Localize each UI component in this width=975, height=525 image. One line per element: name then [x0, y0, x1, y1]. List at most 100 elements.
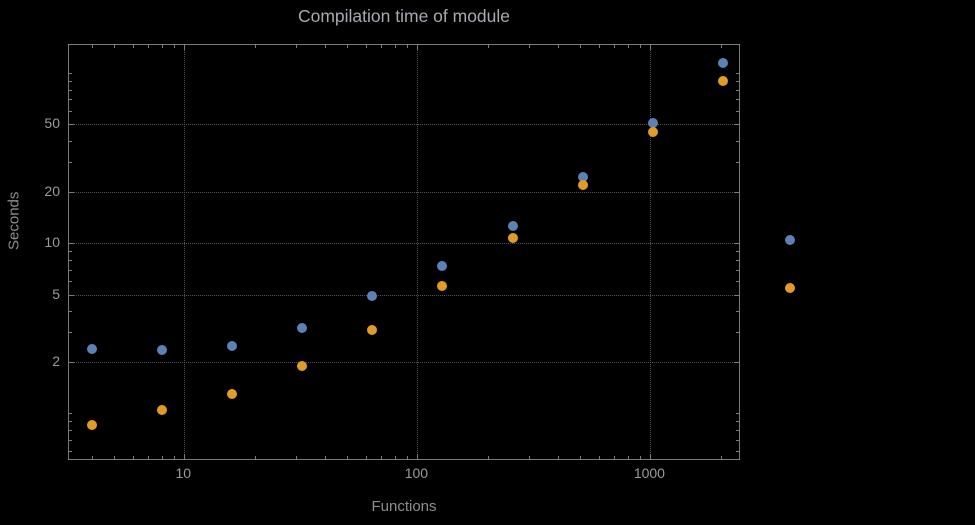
tick-mark: [627, 45, 629, 48]
tick-mark: [734, 192, 739, 193]
tick-mark: [324, 456, 326, 459]
legend: [785, 235, 797, 297]
tick-mark: [736, 99, 739, 101]
y-tick-label: 2: [52, 353, 60, 370]
tick-mark: [69, 281, 72, 282]
data-point-series-2: [647, 127, 658, 137]
tick-mark: [69, 80, 72, 82]
tick-mark: [69, 251, 72, 252]
tick-mark: [598, 45, 600, 48]
x-tick-label: 1000: [633, 465, 665, 481]
tick-mark: [69, 421, 72, 423]
tick-mark: [132, 45, 134, 48]
data-point-series-2: [717, 75, 728, 86]
y-tick-label: 5: [52, 285, 60, 302]
tick-mark: [736, 89, 739, 91]
tick-mark: [69, 269, 72, 271]
tick-mark: [736, 413, 739, 415]
tick-mark: [627, 456, 629, 459]
tick-mark: [720, 456, 722, 459]
tick-mark: [736, 421, 739, 423]
tick-mark: [734, 124, 739, 126]
tick-mark: [487, 456, 489, 459]
tick-mark: [91, 45, 93, 48]
data-point-series-2: [297, 361, 307, 371]
tick-mark: [347, 45, 349, 48]
tick-mark: [736, 110, 739, 112]
tick-mark: [173, 456, 175, 459]
tick-mark: [69, 162, 72, 163]
tick-mark: [394, 456, 396, 459]
tick-mark: [69, 140, 72, 142]
tick-mark: [69, 192, 74, 193]
tick-mark: [736, 259, 739, 261]
data-point-series-1: [507, 220, 518, 231]
data-point-series-2: [86, 419, 97, 430]
tick-mark: [184, 45, 186, 50]
tick-mark: [557, 45, 559, 48]
tick-mark: [639, 45, 641, 48]
tick-mark: [69, 110, 72, 112]
data-point-series-2: [507, 232, 518, 243]
data-point-series-1: [226, 340, 237, 351]
tick-mark: [69, 73, 72, 74]
tick-mark: [528, 456, 530, 459]
x-gridline: [184, 45, 186, 459]
tick-mark: [650, 454, 652, 459]
y-gridline: [69, 294, 739, 296]
data-point-series-2: [367, 324, 378, 335]
x-gridline: [417, 45, 419, 459]
y-tick-label: 50: [44, 115, 60, 132]
data-point-series-1: [86, 343, 97, 354]
x-tick-label: 100: [404, 465, 429, 481]
tick-mark: [69, 413, 72, 415]
tick-mark: [736, 429, 739, 431]
tick-mark: [69, 89, 72, 91]
tick-mark: [69, 99, 72, 101]
tick-mark: [365, 456, 367, 459]
y-gridline: [69, 192, 739, 193]
tick-mark: [736, 140, 739, 142]
tick-mark: [254, 45, 256, 48]
tick-mark: [69, 124, 74, 126]
tick-mark: [557, 456, 559, 459]
tick-mark: [736, 281, 739, 282]
tick-mark: [69, 259, 72, 261]
x-tick-label: 10: [175, 465, 192, 481]
tick-mark: [417, 454, 419, 459]
tick-mark: [69, 451, 72, 453]
tick-mark: [736, 451, 739, 453]
tick-mark: [487, 45, 489, 48]
data-point-series-1: [717, 58, 728, 69]
tick-mark: [736, 80, 739, 82]
tick-mark: [114, 456, 116, 459]
tick-mark: [614, 45, 616, 48]
tick-mark: [580, 45, 582, 48]
tick-mark: [734, 294, 739, 296]
data-point-series-1: [367, 291, 378, 301]
tick-mark: [639, 456, 641, 459]
tick-mark: [736, 73, 739, 74]
tick-mark: [132, 456, 134, 459]
tick-mark: [69, 362, 74, 364]
tick-mark: [295, 456, 297, 459]
y-tick-label: 20: [44, 183, 60, 199]
tick-mark: [365, 45, 367, 48]
tick-mark: [736, 332, 739, 334]
tick-mark: [720, 45, 722, 48]
x-gridline: [650, 45, 652, 459]
tick-mark: [69, 294, 74, 296]
tick-mark: [254, 456, 256, 459]
tick-mark: [406, 456, 408, 459]
tick-mark: [734, 243, 739, 245]
x-axis-label: Functions: [371, 498, 437, 515]
tick-mark: [69, 311, 72, 312]
tick-mark: [736, 162, 739, 163]
data-point-series-2: [577, 179, 588, 190]
tick-mark: [69, 439, 72, 441]
tick-mark: [417, 45, 419, 50]
data-point-series-1: [437, 260, 448, 271]
tick-mark: [148, 45, 150, 48]
y-gridline: [69, 243, 739, 245]
y-tick-label: 10: [44, 234, 60, 251]
